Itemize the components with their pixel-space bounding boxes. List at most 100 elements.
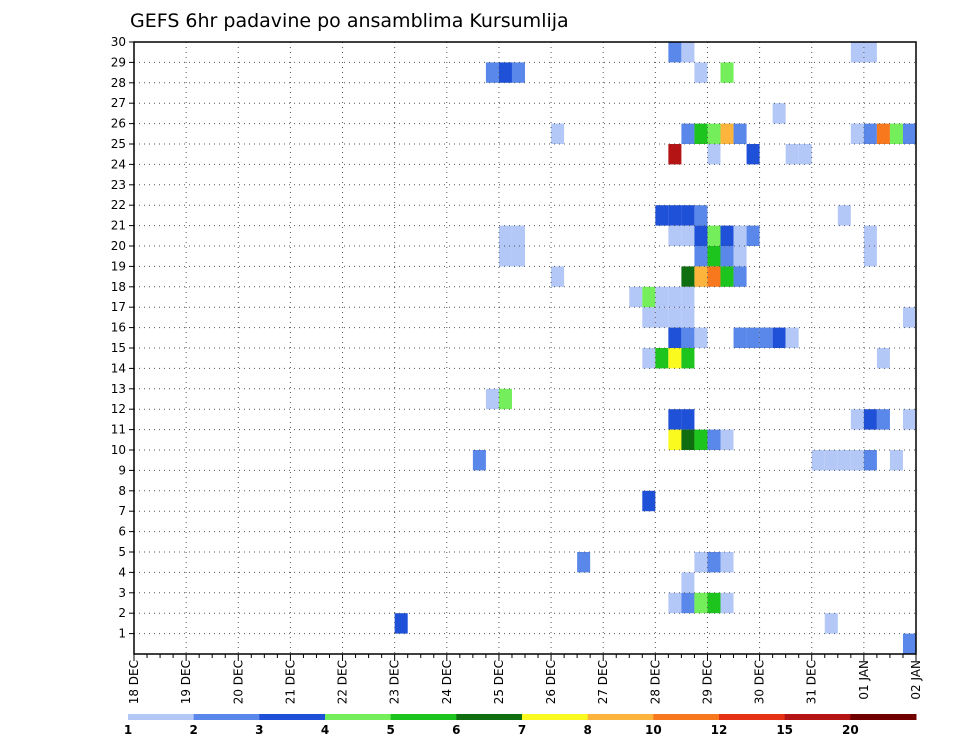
x-tick-label: 20 DEC bbox=[231, 660, 245, 704]
heatmap-cell bbox=[642, 348, 656, 369]
heatmap-cell bbox=[681, 42, 695, 63]
x-tick-label: 21 DEC bbox=[283, 660, 297, 704]
heatmap-cell bbox=[655, 286, 669, 308]
colorbar-swatch bbox=[719, 714, 786, 720]
heatmap-cell bbox=[902, 307, 916, 328]
heatmap-cell bbox=[485, 62, 499, 83]
heatmap-cell bbox=[577, 552, 591, 573]
y-tick-label: 15 bbox=[111, 341, 126, 355]
heatmap-cell bbox=[850, 409, 864, 430]
heatmap-cells bbox=[394, 42, 916, 654]
x-tick-label: 27 DEC bbox=[596, 660, 610, 704]
heatmap-cell bbox=[681, 409, 695, 430]
y-tick-label: 14 bbox=[111, 361, 126, 375]
heatmap-cell bbox=[498, 388, 512, 410]
y-tick-label: 1 bbox=[118, 627, 126, 641]
colorbar-swatch bbox=[784, 714, 851, 720]
heatmap-cell bbox=[681, 225, 695, 246]
heatmap-cell bbox=[850, 450, 864, 471]
x-tick-label: 19 DEC bbox=[179, 660, 193, 704]
heatmap-cell bbox=[511, 246, 525, 267]
heatmap-cell bbox=[720, 123, 734, 144]
heatmap-cell bbox=[733, 123, 747, 144]
heatmap-cell bbox=[511, 225, 525, 246]
heatmap-cell bbox=[733, 327, 747, 348]
heatmap-cell bbox=[681, 266, 695, 287]
heatmap-cell bbox=[642, 286, 656, 308]
heatmap-cell bbox=[694, 205, 708, 226]
x-tick-label: 30 DEC bbox=[753, 660, 767, 704]
heatmap-cell bbox=[668, 327, 682, 348]
heatmap-cell bbox=[863, 246, 877, 267]
x-tick-label: 02 JAN bbox=[909, 660, 923, 700]
heatmap-cell bbox=[863, 123, 877, 144]
y-tick-label: 20 bbox=[111, 239, 126, 253]
heatmap-cell bbox=[655, 205, 669, 226]
heatmap-cell bbox=[642, 490, 656, 512]
y-tick-label: 4 bbox=[118, 565, 126, 579]
colorbar-label: 1 bbox=[124, 723, 132, 737]
y-tick-label: 30 bbox=[111, 35, 126, 49]
heatmap-cell bbox=[551, 123, 565, 144]
heatmap-cell bbox=[798, 144, 812, 165]
colorbar-label: 15 bbox=[776, 723, 793, 737]
heatmap-cell bbox=[642, 307, 656, 328]
heatmap-cell bbox=[837, 205, 851, 226]
y-tick-label: 12 bbox=[111, 402, 126, 416]
heatmap-cell bbox=[772, 327, 786, 348]
colorbar-legend: 1 2 3 4 5 6 7 8 10 12 15 20 bbox=[124, 714, 917, 737]
heatmap-cell bbox=[668, 592, 682, 614]
y-tick-label: 9 bbox=[118, 463, 126, 477]
y-tick-label: 8 bbox=[118, 484, 126, 498]
heatmap-cell bbox=[694, 266, 708, 287]
heatmap-cell bbox=[472, 450, 486, 471]
heatmap-cell bbox=[889, 123, 903, 144]
colorbar-label: 5 bbox=[386, 723, 394, 737]
x-tick-label: 23 DEC bbox=[388, 660, 402, 704]
heatmap-cell bbox=[394, 613, 408, 634]
heatmap-cell bbox=[681, 572, 695, 593]
heatmap-cell bbox=[707, 225, 721, 246]
colorbar-swatch bbox=[653, 714, 720, 720]
heatmap-cell bbox=[785, 327, 799, 348]
heatmap-cell bbox=[863, 225, 877, 246]
y-tick-label: 2 bbox=[118, 606, 126, 620]
heatmap-cell bbox=[707, 123, 721, 144]
heatmap-cell bbox=[863, 409, 877, 430]
colorbar-label: 2 bbox=[189, 723, 197, 737]
heatmap-cell bbox=[720, 246, 734, 267]
heatmap-cell bbox=[668, 205, 682, 226]
heatmap-cell bbox=[694, 225, 708, 246]
heatmap-cell bbox=[824, 450, 838, 471]
colorbar-label: 12 bbox=[711, 723, 728, 737]
heatmap-cell bbox=[746, 327, 760, 348]
y-tick-label: 11 bbox=[111, 423, 126, 437]
heatmap-cell bbox=[498, 62, 512, 83]
colorbar-swatch bbox=[456, 714, 523, 720]
grid-lines bbox=[134, 42, 916, 654]
heatmap-cell bbox=[694, 429, 708, 450]
y-tick-label: 16 bbox=[111, 321, 126, 335]
x-tick-label: 01 JAN bbox=[857, 660, 871, 700]
x-tick-label: 26 DEC bbox=[544, 660, 558, 704]
y-tick-label: 3 bbox=[118, 586, 126, 600]
heatmap-cell bbox=[668, 409, 682, 430]
heatmap-cell bbox=[824, 613, 838, 634]
heatmap-cell bbox=[681, 327, 695, 348]
colorbar-label: 7 bbox=[518, 723, 526, 737]
heatmap-cell bbox=[863, 42, 877, 63]
heatmap-cell bbox=[551, 266, 565, 287]
colorbar-swatch bbox=[128, 714, 195, 720]
colorbar-swatch bbox=[522, 714, 589, 720]
heatmap-cell bbox=[655, 348, 669, 369]
y-tick-label: 27 bbox=[111, 96, 126, 110]
heatmap-cell bbox=[655, 307, 669, 328]
x-tick-label: 31 DEC bbox=[805, 660, 819, 704]
heatmap-cell bbox=[681, 123, 695, 144]
heatmap-cell bbox=[863, 450, 877, 471]
chart-title: GEFS 6hr padavine po ansamblima Kursumli… bbox=[130, 10, 569, 32]
y-tick-label: 22 bbox=[111, 198, 126, 212]
heatmap-cell bbox=[876, 409, 890, 430]
y-tick-label: 5 bbox=[118, 545, 126, 559]
